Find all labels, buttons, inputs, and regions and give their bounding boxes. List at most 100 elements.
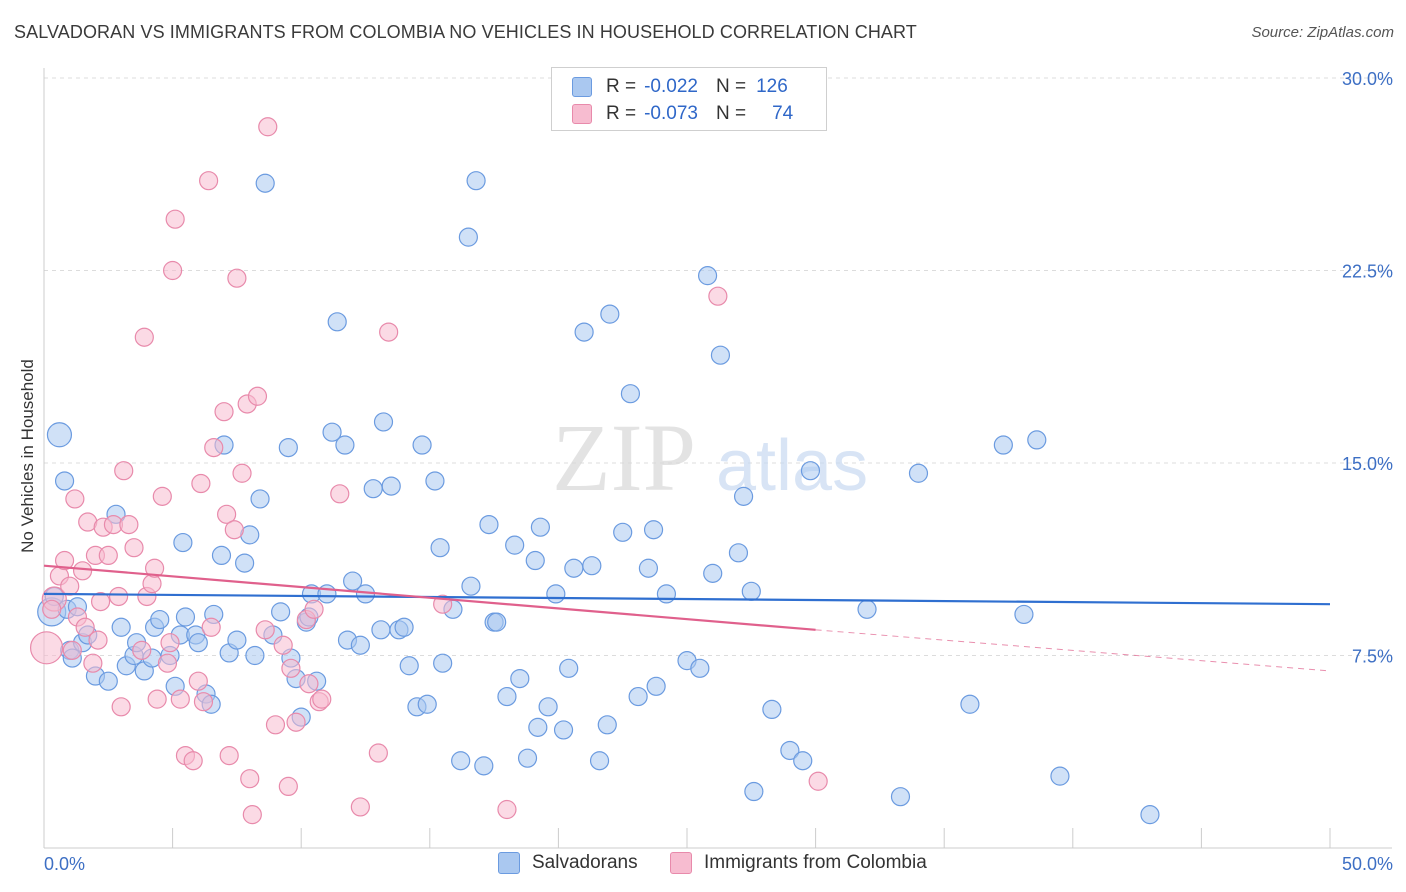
y-tick-label: 22.5% [1342, 262, 1393, 282]
colombia-point [201, 617, 221, 637]
legend-n-value: 126 [756, 76, 788, 97]
salvadoran-point [394, 617, 414, 637]
colombia-point [163, 260, 183, 281]
trend-lines [43, 564, 1331, 672]
colombia-point [350, 797, 370, 817]
colombia-points [29, 117, 828, 825]
salvadoran-point [780, 740, 800, 761]
colombia-point [299, 674, 319, 694]
colombia-point [808, 771, 828, 791]
correlation-legend: R = -0.022 N = 126 R = -0.073 N = 74 [551, 67, 827, 131]
salvadoran-point [710, 345, 731, 365]
colombia-point [368, 743, 388, 763]
salvadoran-point [530, 517, 550, 537]
colombia-point [29, 631, 64, 665]
salvadoran-point [538, 697, 558, 717]
colombia-point [265, 715, 286, 735]
salvadoran-point [245, 645, 265, 666]
colombia-point [54, 550, 75, 571]
salvadoran-point [890, 787, 911, 807]
salvadoran-point [638, 558, 659, 578]
salvadoran-point [466, 171, 486, 191]
salvadoran-point [458, 227, 478, 247]
salvadoran-point [1014, 604, 1034, 625]
salvadoran-point [505, 535, 525, 555]
salvadoran-point [343, 571, 363, 591]
legend-label-salvadorans: Salvadorans [532, 852, 638, 873]
colombia-point [108, 586, 129, 607]
salvadoran-point [690, 658, 710, 678]
colombia-point [65, 489, 85, 509]
salvadoran-point [278, 438, 298, 458]
salvadoran-point [656, 584, 677, 604]
colombia-point [304, 599, 324, 619]
colombia-point [312, 689, 332, 709]
salvadoran-point [479, 514, 499, 535]
salvadoran-point [371, 620, 391, 640]
colombia-point [134, 327, 154, 347]
colombia-point [286, 712, 306, 732]
colombia-point [199, 171, 219, 191]
colombia-point [188, 671, 208, 691]
salvadoran-point [728, 543, 749, 563]
colombia-point [88, 630, 108, 650]
salvadoran-point [574, 322, 594, 342]
salvadoran-point [564, 558, 584, 578]
salvadoran-point [1050, 766, 1070, 786]
colombia-point [379, 322, 399, 342]
colombia-point [114, 461, 134, 481]
colombia-point [111, 697, 131, 717]
x-tick-label: 0.0% [44, 854, 85, 874]
colombia-point [124, 538, 144, 558]
colombia-point [42, 599, 62, 619]
salvadoran-point [430, 538, 450, 558]
colombia-point [214, 402, 234, 422]
colombia-point [98, 545, 118, 566]
salvadoran-point [546, 584, 566, 604]
salvadoran-point [350, 635, 370, 655]
colombia-point [497, 799, 517, 820]
colombia-point [75, 617, 95, 637]
salvadoran-points [37, 171, 1160, 825]
colombia-point [227, 268, 247, 288]
x-tick-label: 50.0% [1342, 854, 1393, 874]
salvadoran-point [628, 686, 648, 707]
salvadoran-point [54, 471, 75, 491]
legend-r-label: R = [606, 103, 637, 124]
salvadoran-point [98, 671, 118, 691]
salvadoran-point [857, 599, 877, 619]
salvadoran-point [412, 435, 432, 455]
colombia-point [217, 504, 237, 524]
salvadoran-point [399, 656, 419, 676]
salvadoran-point [597, 715, 617, 735]
colombia-point [281, 658, 301, 678]
series-legend: Salvadorans Immigrants from Colombia [0, 852, 1406, 878]
legend-n-label: N = [715, 103, 747, 124]
salvadoran-trend-line [43, 592, 1331, 606]
colombia-point [247, 386, 268, 406]
colombia-point [83, 653, 103, 673]
colombia-point [255, 620, 275, 640]
watermark-zip: ZIP [552, 404, 696, 511]
salvadoran-point [451, 751, 471, 771]
colombia-point [160, 633, 180, 653]
salvadoran-point [800, 461, 821, 481]
salvadoran-point [960, 694, 980, 714]
legend-n-label: N = [715, 76, 747, 97]
salvadoran-point [173, 532, 193, 553]
legend-item-colombia: Immigrants from Colombia [670, 852, 927, 874]
salvadoran-point [417, 694, 437, 714]
colombia-point [183, 751, 203, 771]
salvadoran-point [528, 717, 548, 737]
salvadoran-point [46, 422, 73, 448]
salvadoran-point [613, 522, 633, 542]
salvadoran-point [525, 550, 545, 571]
colombia-point [119, 514, 139, 535]
salvadoran-point [620, 384, 641, 404]
salvadoran-point [235, 553, 255, 573]
legend-item-salvadorans: Salvadorans [498, 852, 638, 874]
colombia-point [62, 640, 82, 660]
salvadoran-point [908, 463, 929, 483]
salvadoran-point [553, 720, 574, 740]
colombia-point [157, 653, 178, 673]
